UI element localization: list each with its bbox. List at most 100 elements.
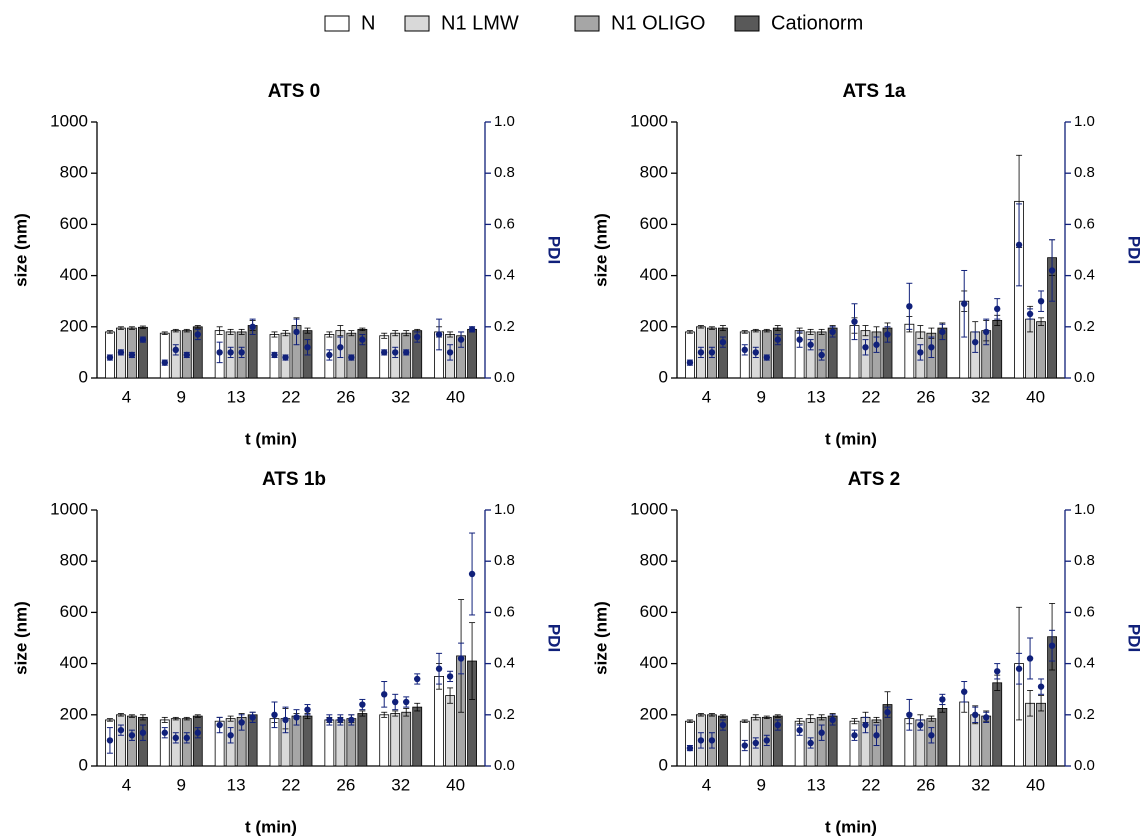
pdi-point [686, 744, 694, 752]
error-bar [359, 710, 366, 717]
pdi-point [304, 344, 311, 351]
pdi-point [446, 349, 454, 356]
bar [346, 718, 357, 767]
bar [685, 720, 695, 767]
error-bar [741, 330, 748, 334]
legend-label: N1 LMW [441, 12, 519, 34]
error-bar [403, 330, 410, 337]
y-tick-label: 200 [60, 316, 88, 335]
pdi-point [106, 737, 114, 744]
error-bar [818, 714, 825, 721]
chart-title: ATS 0 [268, 81, 320, 102]
pdi-point [161, 729, 168, 736]
pdi-point [994, 668, 1001, 675]
error-bar [719, 714, 726, 718]
pdi-point [271, 351, 278, 359]
error-bar [873, 716, 880, 723]
bar [192, 715, 203, 767]
pdi-point [1037, 683, 1045, 690]
y2-tick-label: 0.2 [494, 318, 515, 335]
pdi-point [227, 349, 234, 356]
y-tick-label: 800 [640, 551, 668, 570]
pdi-point [435, 665, 443, 672]
y2-axis-label: PDI [545, 624, 564, 652]
pdi-point [359, 336, 366, 343]
y-tick-label: 800 [60, 551, 88, 570]
error-bar [686, 719, 693, 723]
x-tick-label: 13 [807, 775, 826, 794]
bar [981, 715, 992, 767]
legend-label: N [361, 12, 375, 34]
bar [324, 719, 335, 767]
pdi-point [796, 336, 803, 343]
pdi-point [172, 734, 179, 742]
pdi-point [972, 338, 979, 346]
error-bar [414, 702, 421, 712]
error-bar [227, 328, 234, 335]
pdi-point [873, 341, 880, 348]
y2-tick-label: 0.6 [494, 215, 515, 232]
y2-tick-label: 0.6 [1074, 603, 1095, 620]
pdi-point [994, 305, 1001, 313]
error-bar [172, 328, 179, 333]
pdi-point [1026, 655, 1034, 662]
error-bar [1038, 695, 1045, 712]
pdi-point [348, 716, 355, 724]
pdi-point [1048, 267, 1056, 274]
error-bar [392, 330, 399, 337]
y-axis-label: size (nm) [11, 213, 30, 287]
bar [159, 332, 170, 379]
y-tick-label: 0 [79, 755, 88, 774]
x-axis-label: t (min) [245, 817, 297, 836]
chart-title: ATS 2 [848, 469, 900, 490]
error-bar [807, 328, 814, 335]
pdi-point [741, 742, 748, 749]
y2-tick-label: 0.4 [494, 655, 515, 672]
error-bar [183, 328, 190, 333]
error-bar [359, 327, 366, 332]
pdi-point [106, 354, 114, 361]
chart-title: ATS 1b [262, 469, 326, 490]
bar [401, 711, 412, 767]
pdi-point [468, 326, 476, 333]
bar [335, 719, 346, 767]
x-tick-label: 32 [971, 775, 990, 794]
y-tick-label: 400 [60, 653, 88, 672]
y2-tick-label: 1.0 [1074, 501, 1095, 518]
pdi-point [1015, 241, 1023, 249]
x-tick-label: 32 [391, 775, 410, 794]
pdi-point [972, 711, 979, 718]
x-tick-label: 13 [807, 387, 826, 406]
y-axis-label: size (nm) [11, 601, 30, 675]
error-bar [928, 715, 935, 722]
y-tick-label: 200 [640, 704, 668, 723]
pdi-point [752, 739, 759, 747]
pdi-point [719, 721, 727, 729]
x-tick-label: 40 [446, 775, 465, 794]
error-bar [172, 716, 179, 721]
pdi-point [435, 331, 443, 338]
error-bar [128, 714, 135, 718]
pdi-point [763, 354, 770, 361]
error-bar [469, 622, 476, 700]
error-bar [763, 715, 770, 720]
legend-swatch [404, 15, 430, 32]
error-bar [117, 713, 124, 717]
y-tick-label: 400 [640, 265, 668, 284]
y-tick-label: 800 [640, 163, 668, 182]
x-tick-label: 22 [862, 387, 881, 406]
bar [159, 719, 170, 767]
y-tick-label: 200 [60, 704, 88, 723]
error-bar [304, 327, 311, 334]
bar [412, 706, 423, 767]
pdi-point [414, 675, 421, 683]
pdi-point [337, 344, 344, 351]
pdi-point [928, 344, 935, 351]
pdi-point [282, 716, 289, 724]
error-bar [697, 325, 704, 329]
pdi-point [851, 732, 858, 739]
pdi-point [238, 719, 245, 726]
error-bar [686, 330, 693, 334]
bar [937, 708, 948, 767]
error-bar [106, 718, 113, 722]
